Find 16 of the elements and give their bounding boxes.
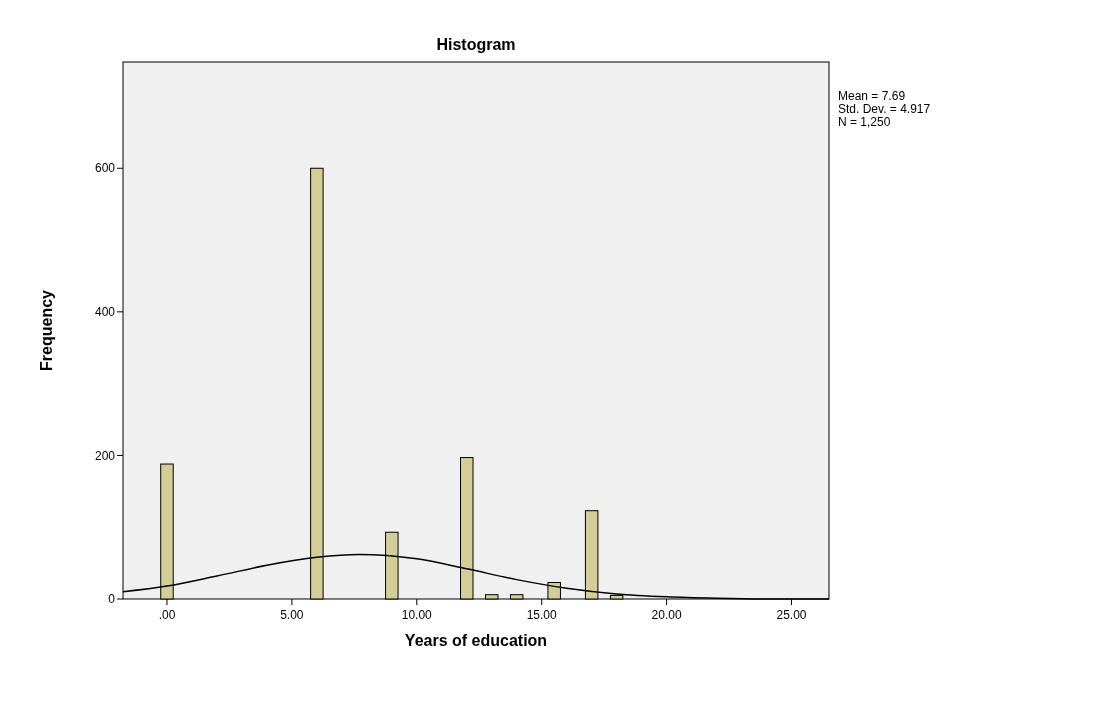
x-tick-label: 5.00 [280,608,304,622]
x-tick-label: 10.00 [401,608,433,622]
y-tick-label: 200 [94,448,116,463]
text: N = 1,250 [838,115,891,129]
y-tick-label: 400 [94,305,116,320]
y-axis-title: Frequency [38,289,55,371]
y-tick-label: 0 [108,592,116,607]
text: Mean = 7.69 [838,89,906,103]
x-tick-label: 20.00 [651,608,682,622]
x-tick-label: 25.00 [776,608,807,622]
x-axis-title: Years of education [404,632,548,649]
y-tick-label: 600 [94,161,116,176]
x-tick-label: .00 [158,608,176,622]
x-tick-label: 15.00 [526,608,558,622]
text: Std. Dev. = 4.917 [838,102,931,116]
chart-title: Histogram [436,36,516,53]
